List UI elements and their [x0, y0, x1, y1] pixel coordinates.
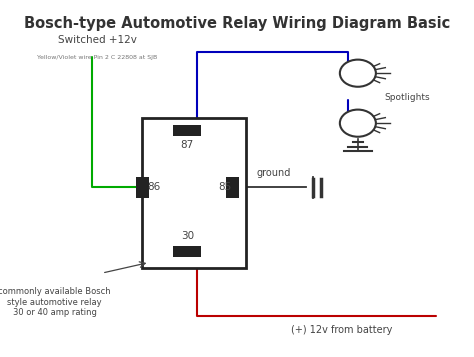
Bar — [136, 177, 149, 198]
Text: 86: 86 — [147, 182, 161, 192]
Circle shape — [340, 110, 376, 137]
Text: 85: 85 — [219, 182, 232, 192]
Text: commonly available Bosch
style automotive relay
30 or 40 amp rating: commonly available Bosch style automotiv… — [0, 287, 111, 317]
Text: Switched +12v: Switched +12v — [58, 35, 137, 45]
Bar — [173, 246, 201, 257]
Bar — [142, 118, 246, 268]
Text: 30: 30 — [181, 231, 194, 241]
Text: Yellow/Violet wire Pin 2 C 22808 at SJB: Yellow/Violet wire Pin 2 C 22808 at SJB — [37, 55, 157, 60]
Text: 87: 87 — [181, 140, 194, 150]
Text: Bosch-type Automotive Relay Wiring Diagram Basic: Bosch-type Automotive Relay Wiring Diagr… — [24, 16, 450, 31]
Bar — [173, 125, 201, 136]
Text: Spotlights: Spotlights — [384, 93, 429, 102]
Text: (+) 12v from battery: (+) 12v from battery — [291, 325, 392, 335]
Text: ground: ground — [257, 169, 291, 178]
Circle shape — [340, 60, 376, 87]
Bar — [226, 177, 239, 198]
